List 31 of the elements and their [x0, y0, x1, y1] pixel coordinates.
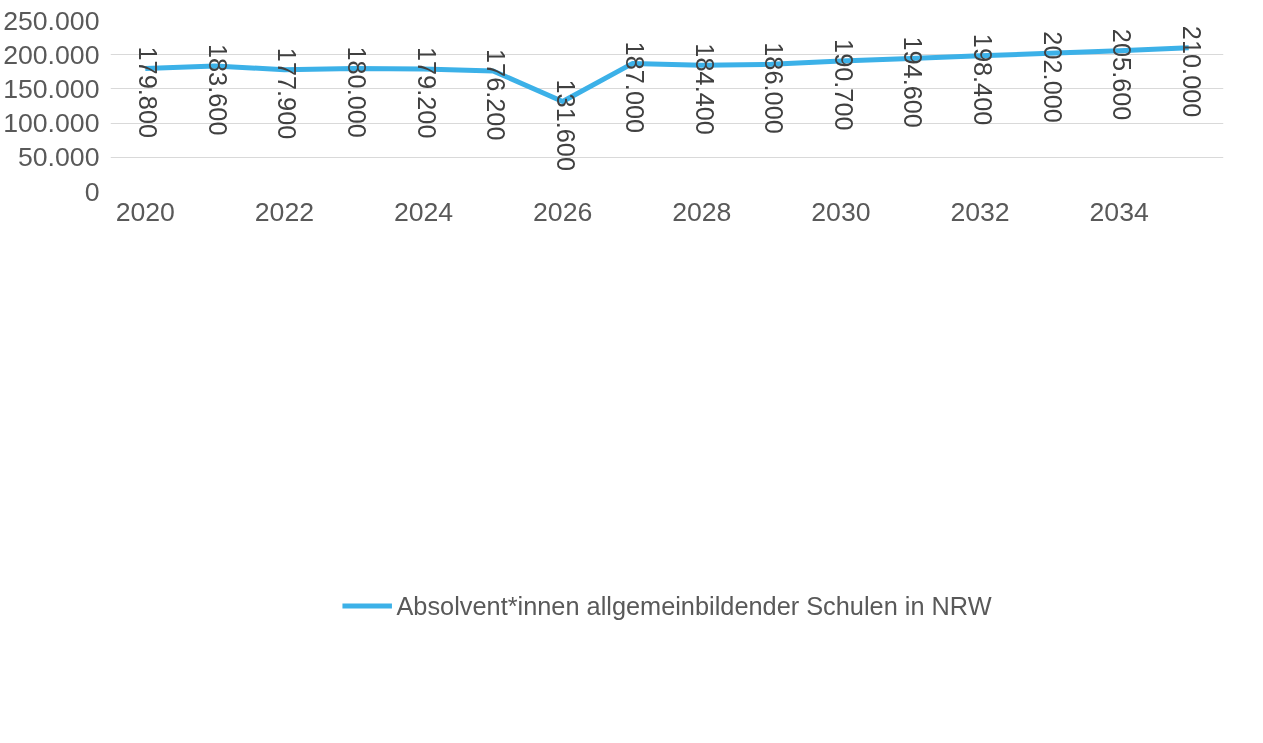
y-tick-label: 0 — [84, 176, 100, 207]
x-tick-label: 2020 — [115, 196, 175, 227]
data-label: 190.700 — [829, 39, 858, 131]
y-tick-label: 50.000 — [17, 142, 100, 173]
data-label: 179.800 — [134, 46, 163, 139]
data-label: 194.600 — [899, 36, 928, 128]
data-label: 183.600 — [203, 43, 232, 136]
data-label: 210.000 — [1177, 25, 1206, 118]
data-label: 205.600 — [1108, 28, 1137, 121]
data-label: 184.400 — [690, 43, 719, 135]
data-label: 186.000 — [760, 42, 789, 134]
x-tick-label: 2028 — [672, 196, 732, 227]
x-tick-label: 2030 — [811, 196, 871, 227]
x-tick-label: 2022 — [254, 196, 315, 227]
data-label: 202.000 — [1038, 31, 1067, 123]
x-tick-label: 2026 — [533, 196, 593, 227]
x-tick-label: 2024 — [393, 196, 454, 227]
data-label: 187.000 — [621, 41, 650, 134]
data-label: 177.900 — [273, 47, 302, 140]
y-tick-label: 100.000 — [3, 108, 100, 139]
y-tick-label: 200.000 — [3, 39, 100, 70]
data-label: 131.600 — [551, 79, 580, 172]
data-label: 198.400 — [969, 33, 998, 126]
legend-label: Absolvent*innen allgemeinbildender Schulen in NRW — [396, 591, 992, 621]
x-tick-label: 2034 — [1089, 196, 1149, 227]
data-label: 176.200 — [482, 48, 511, 141]
x-tick-label: 2032 — [950, 196, 1010, 227]
data-label: 180.000 — [342, 46, 371, 138]
data-label: 179.200 — [412, 46, 441, 139]
y-tick-label: 150.000 — [3, 73, 100, 104]
y-tick-label: 250.000 — [3, 5, 100, 36]
